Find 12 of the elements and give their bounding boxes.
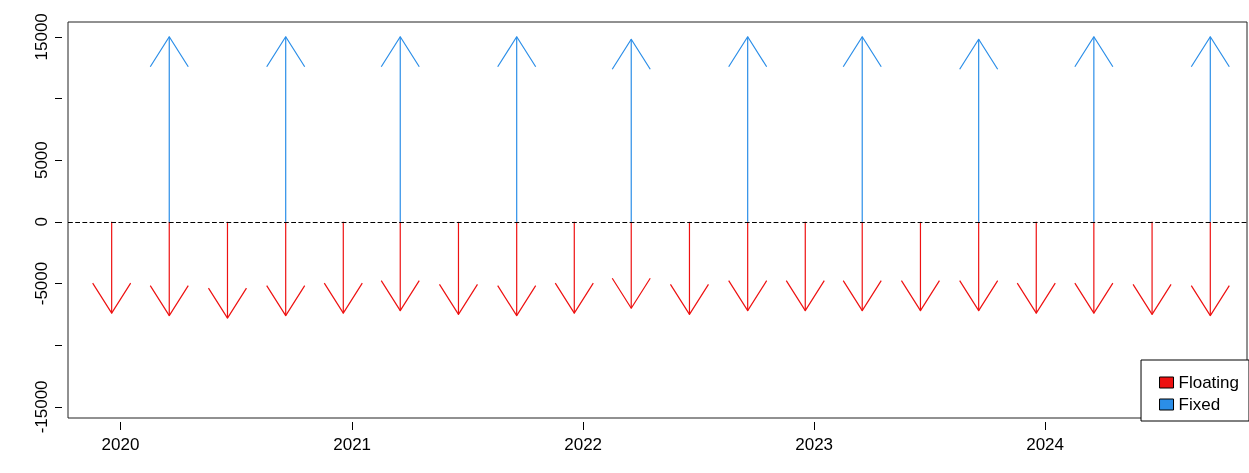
x-tick-label: 2022 xyxy=(564,435,603,454)
y-tick-label: 15000 xyxy=(32,13,51,61)
legend-label: Fixed xyxy=(1178,395,1221,414)
y-tick-label: 5000 xyxy=(32,141,51,180)
x-tick-label: 2024 xyxy=(1026,435,1065,454)
x-tick-label: 2021 xyxy=(333,435,372,454)
y-tick-label: -5000 xyxy=(32,261,51,306)
y-tick-label: 0 xyxy=(32,217,51,227)
legend-label: Floating xyxy=(1178,373,1239,392)
y-tick-label: -15000 xyxy=(32,380,51,434)
x-tick-label: 2023 xyxy=(795,435,834,454)
x-tick-label: 2020 xyxy=(101,435,140,454)
